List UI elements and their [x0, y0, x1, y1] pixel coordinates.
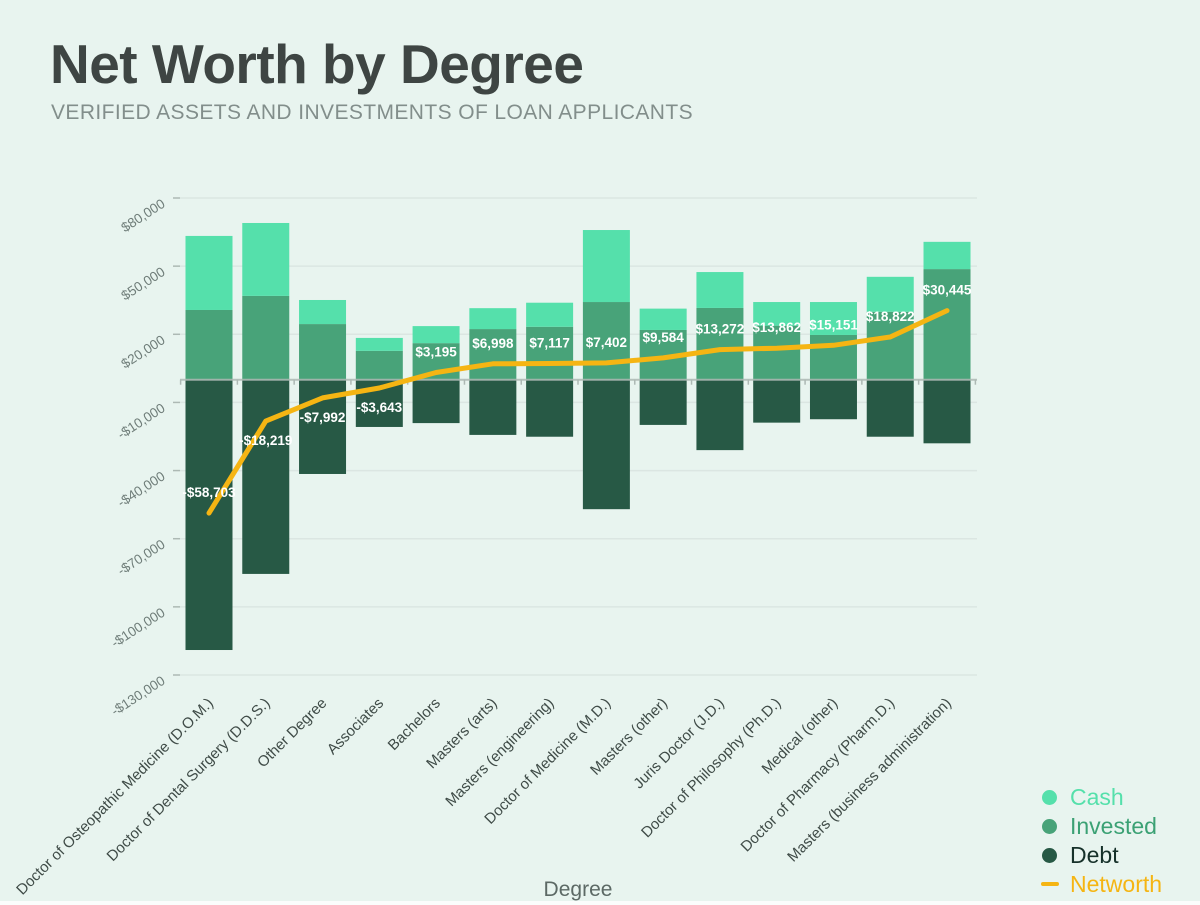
bar-value-label: -$18,219	[239, 433, 292, 448]
bar-value-label: $15,151	[809, 317, 858, 332]
bar-segment-invested	[582, 302, 630, 380]
y-tick-label: $50,000	[119, 264, 168, 303]
bar-segment-invested	[866, 311, 914, 380]
legend-item-cash[interactable]: Cash	[1042, 784, 1162, 810]
bar-segment-debt	[866, 379, 914, 437]
bar-segment-invested	[696, 307, 744, 380]
page-subtitle: VERIFIED ASSETS AND INVESTMENTS OF LOAN …	[51, 101, 693, 124]
bar-segment-cash	[866, 276, 914, 312]
bar-segment-debt	[753, 379, 801, 423]
bar-value-label: $30,445	[923, 283, 972, 298]
bar-segment-debt	[696, 379, 744, 451]
bar-value-label: $13,862	[752, 320, 801, 335]
bar-segment-invested	[185, 309, 233, 380]
bar-segment-cash	[582, 230, 630, 303]
bar-value-label: $7,117	[529, 336, 570, 351]
bar-segment-cash	[526, 302, 574, 327]
debt-dot-icon	[1042, 847, 1057, 863]
bar-value-label: $7,402	[586, 335, 627, 350]
bar-value-label: $9,584	[643, 330, 685, 345]
bar-value-label: -$7,992	[300, 410, 346, 425]
x-category-label: Bachelors	[385, 695, 444, 754]
legend-label-invested: Invested	[1070, 812, 1157, 839]
legend-item-invested[interactable]: Invested	[1042, 813, 1162, 839]
bar-segment-cash	[696, 272, 744, 308]
bar-segment-cash	[809, 302, 857, 335]
bar-segment-cash	[753, 302, 801, 326]
bar-value-label: -$3,643	[356, 400, 402, 415]
x-axis-title: Degree	[543, 878, 613, 901]
bar-segment-cash	[355, 337, 403, 351]
bar-segment-cash	[923, 241, 971, 270]
y-tick-label: -$70,000	[115, 537, 168, 579]
bar-segment-cash	[299, 299, 347, 325]
y-tick-label: -$100,000	[108, 605, 167, 651]
bar-segment-debt	[923, 379, 971, 444]
legend-label-debt: Debt	[1070, 841, 1119, 868]
bar-segment-invested	[355, 350, 403, 380]
invested-dot-icon	[1042, 818, 1057, 834]
x-category-label: Masters (engineering)	[442, 695, 557, 810]
legend-label-networth: Networth	[1070, 870, 1163, 897]
bar-segment-debt	[639, 379, 687, 425]
y-tick-label: $80,000	[119, 196, 168, 235]
networth-dash-icon	[1040, 882, 1059, 886]
bar-segment-debt	[582, 379, 630, 510]
bar-segment-invested	[242, 295, 290, 380]
bar-segment-cash	[242, 222, 290, 296]
cash-dot-icon	[1042, 789, 1057, 805]
bar-segment-invested	[299, 324, 347, 380]
bar-segment-cash	[639, 308, 687, 330]
y-tick-label: -$40,000	[115, 469, 168, 511]
bar-segment-debt	[412, 379, 460, 424]
bar-value-label: $18,822	[866, 309, 915, 324]
x-category-label: Doctor of Osteopathic Medicine (D.O.M.)	[13, 695, 217, 899]
bar-segment-cash	[185, 235, 233, 310]
bar-segment-debt	[809, 379, 857, 420]
bar-value-label: -$58,703	[182, 485, 236, 500]
bar-segment-invested	[469, 329, 517, 380]
page-title: Net Worth by Degree	[50, 33, 584, 95]
bar-segment-cash	[412, 326, 460, 344]
bar-segment-invested	[923, 269, 971, 380]
bar-segment-cash	[469, 308, 517, 330]
y-tick-label: -$10,000	[115, 400, 168, 442]
bar-segment-debt	[526, 379, 574, 437]
bar-value-label: $6,998	[472, 336, 514, 351]
x-category-label: Associates	[324, 695, 387, 758]
bar-value-label: $3,195	[415, 344, 457, 359]
y-tick-label: -$130,000	[108, 673, 167, 719]
legend-item-networth[interactable]: Networth	[1040, 870, 1163, 897]
networth-line	[206, 308, 950, 516]
bar-segment-invested	[526, 326, 574, 380]
legend-item-debt[interactable]: Debt	[1042, 842, 1162, 868]
legend-label-cash: Cash	[1070, 783, 1124, 810]
bar-segment-invested	[753, 325, 801, 380]
bottom-edge-strip	[0, 901, 1200, 905]
bar-value-label: $13,272	[696, 322, 745, 337]
y-tick-label: $20,000	[119, 332, 168, 371]
bar-segment-debt	[242, 379, 290, 574]
legend: Cash Invested Debt Networth	[1040, 784, 1163, 897]
bar-segment-debt	[469, 379, 517, 435]
